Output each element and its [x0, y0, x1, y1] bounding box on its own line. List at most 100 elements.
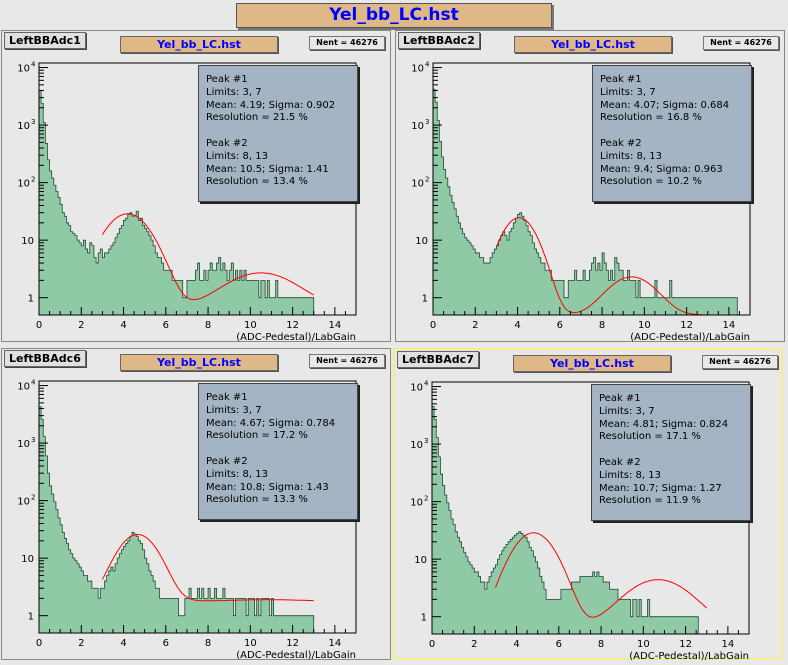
x-tick-label: 10	[638, 320, 651, 331]
peak2-mean-sigma: Mean: 10.7; Sigma: 1.27	[599, 482, 722, 494]
peak2-label: Peak #2	[206, 137, 248, 149]
pad-3[interactable]: LeftBBAdc6 Yel_bb_LC.hst Nent = 46276 0 2 4 6 8…	[1, 348, 391, 661]
y-tick-label: 10	[17, 64, 30, 75]
peak1-limits: Limits: 3, 7	[206, 86, 262, 98]
y-tick-label: 10	[17, 121, 30, 132]
x-tick-label: 4	[120, 638, 126, 649]
x-tick-label: 6	[163, 638, 169, 649]
x-tick-label: 0	[36, 638, 42, 649]
pad-name-label[interactable]: LeftBBAdc2	[398, 32, 480, 49]
peak1-mean-sigma: Mean: 4.07; Sigma: 0.684	[600, 99, 730, 111]
fit-stats-box[interactable]: Peak #1 Limits: 3, 7 Mean: 4.81; Sigma: 0.…	[591, 384, 751, 521]
peak1-mean-sigma: Mean: 4.19; Sigma: 0.902	[206, 99, 336, 111]
x-tick-label: 4	[120, 320, 126, 331]
peak1-resolution: Resolution = 21.5 %	[206, 112, 308, 124]
x-axis-title: (ADC-Pedestal)/LabGain	[236, 650, 356, 661]
x-tick-label: 12	[679, 639, 692, 650]
peak1-limits: Limits: 3, 7	[206, 404, 262, 416]
y-tick-exponent: 3	[31, 118, 35, 126]
histogram-bars	[431, 406, 699, 635]
fit-stats-box[interactable]: Peak #1 Limits: 3, 7 Mean: 4.19; Sigma: 0.…	[198, 65, 358, 202]
fit-stats-box[interactable]: Peak #1 Limits: 3, 7 Mean: 4.67; Sigma: 0.…	[198, 383, 358, 520]
y-tick-exponent: 2	[424, 495, 428, 503]
y-tick-exponent: 3	[424, 437, 428, 445]
histogram-title: Yel_bb_LC.hst	[514, 36, 672, 53]
peak2-limits: Limits: 8, 13	[600, 150, 662, 162]
x-tick-label: 6	[163, 320, 169, 331]
histogram-bars	[432, 88, 738, 316]
pad-name-label[interactable]: LeftBBAdc6	[4, 350, 86, 367]
entries-box: Nent = 46276	[702, 355, 778, 369]
peak1-mean-sigma: Mean: 4.67; Sigma: 0.784	[206, 417, 336, 429]
x-tick-label: 6	[556, 639, 562, 650]
y-tick-exponent: 4	[425, 61, 430, 69]
peak1-resolution: Resolution = 17.2 %	[206, 430, 308, 442]
peak1-mean-sigma: Mean: 4.81; Sigma: 0.824	[599, 418, 729, 430]
peak1-resolution: Resolution = 16.8 %	[600, 112, 702, 124]
y-tick-label: 10	[17, 382, 30, 393]
x-tick-label: 10	[244, 320, 257, 331]
peak2-resolution: Resolution = 11.9 %	[599, 495, 701, 507]
entries-box: Nent = 46276	[703, 36, 779, 50]
fit-stats-box[interactable]: Peak #1 Limits: 3, 7 Mean: 4.07; Sigma: 0.…	[592, 65, 752, 202]
peak2-mean-sigma: Mean: 10.5; Sigma: 1.41	[206, 163, 329, 175]
y-tick-label: 10	[411, 64, 424, 75]
histogram-bars	[38, 90, 315, 316]
fit-curve	[101, 534, 314, 602]
peak2-mean-sigma: Mean: 10.8; Sigma: 1.43	[206, 481, 329, 493]
canvas-title: Yel_bb_LC.hst	[236, 3, 552, 28]
x-axis-title: (ADC-Pedestal)/LabGain	[629, 651, 749, 662]
pad-1[interactable]: LeftBBAdc1 Yel_bb_LC.hst Nent = 46276 0 2 4 6 8…	[1, 30, 391, 343]
y-tick-exponent: 2	[31, 176, 35, 184]
peak1-label: Peak #1	[206, 74, 248, 85]
histogram-bars	[38, 406, 315, 634]
peak1-label: Peak #1	[206, 392, 248, 403]
y-tick-exponent: 3	[425, 118, 429, 126]
y-tick-label: 1	[422, 294, 428, 305]
x-tick-label: 0	[430, 320, 436, 331]
peak2-label: Peak #2	[206, 455, 248, 467]
peak2-limits: Limits: 8, 13	[206, 150, 268, 162]
x-tick-label: 2	[78, 320, 84, 331]
x-tick-label: 12	[680, 320, 693, 331]
x-axis-title: (ADC-Pedestal)/LabGain	[236, 332, 356, 343]
x-tick-label: 12	[286, 320, 299, 331]
y-tick-exponent: 4	[31, 379, 36, 387]
x-tick-label: 8	[599, 320, 605, 331]
peak1-label: Peak #1	[599, 393, 641, 404]
y-tick-label: 10	[410, 440, 423, 451]
pad-4[interactable]: LeftBBAdc7 Yel_bb_LC.hst Nent = 46276 0 2 4 6 8…	[393, 348, 783, 662]
peak1-label: Peak #1	[600, 74, 642, 85]
y-tick-exponent: 3	[31, 436, 35, 444]
peak2-limits: Limits: 8, 13	[206, 468, 268, 480]
x-tick-label: 2	[471, 639, 477, 650]
fit-curve	[494, 532, 708, 618]
peak2-label: Peak #2	[599, 456, 641, 468]
pad-2[interactable]: LeftBBAdc2 Yel_bb_LC.hst Nent = 46276 0 2 4 6 8…	[395, 30, 785, 343]
histogram-title: Yel_bb_LC.hst	[513, 355, 671, 372]
entries-box: Nent = 46276	[309, 354, 385, 368]
x-tick-label: 8	[205, 638, 211, 649]
histogram-title: Yel_bb_LC.hst	[120, 354, 278, 371]
y-tick-exponent: 2	[425, 176, 429, 184]
x-axis-title: (ADC-Pedestal)/LabGain	[630, 332, 750, 343]
fit-curve	[101, 213, 314, 301]
x-tick-label: 12	[286, 638, 299, 649]
y-tick-label: 10	[17, 497, 30, 508]
y-tick-label: 10	[411, 121, 424, 132]
y-tick-exponent: 4	[31, 61, 36, 69]
pad-name-label[interactable]: LeftBBAdc1	[4, 32, 86, 49]
x-tick-label: 14	[328, 320, 341, 331]
pad-name-label[interactable]: LeftBBAdc7	[397, 351, 479, 368]
peak1-limits: Limits: 3, 7	[600, 86, 656, 98]
y-tick-label: 10	[17, 179, 30, 190]
peak1-limits: Limits: 3, 7	[599, 405, 655, 417]
x-tick-label: 8	[598, 639, 604, 650]
y-tick-label: 10	[17, 439, 30, 450]
y-tick-label: 1	[421, 613, 427, 624]
entries-box: Nent = 46276	[309, 36, 385, 50]
y-tick-label: 10	[410, 383, 423, 394]
y-tick-label: 10	[21, 236, 34, 247]
y-tick-label: 10	[415, 236, 428, 247]
x-tick-label: 4	[513, 639, 519, 650]
